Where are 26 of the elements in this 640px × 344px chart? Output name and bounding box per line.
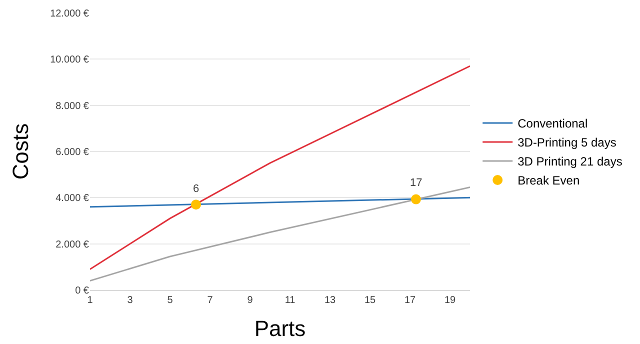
y-tick-label: 12.000 € <box>50 8 90 20</box>
y-tick-label: 8.000 € <box>56 100 90 112</box>
annotation: 17 <box>410 177 422 189</box>
x-tick-label: 3 <box>127 295 134 306</box>
y-tick-label: 0 € <box>75 286 90 296</box>
legend-label: 3D-Printing 5 days <box>518 136 616 150</box>
x-tick-label: 1 <box>87 295 94 306</box>
line-series <box>90 65 470 270</box>
y-axis-title: Costs <box>8 123 33 180</box>
x-tick-label: 9 <box>247 295 254 306</box>
x-tick-label: 11 <box>284 295 296 306</box>
x-tick-label: 13 <box>324 295 336 306</box>
x-tick-label: 17 <box>404 295 416 306</box>
legend-label: Break Even <box>518 174 580 188</box>
legend-label: Conventional <box>518 116 588 131</box>
x-tick-label: 5 <box>167 295 174 306</box>
x-tick-label: 15 <box>364 295 376 306</box>
x-tick-label: 19 <box>444 295 456 306</box>
y-tick-label: 6.000 € <box>56 147 90 158</box>
x-tick-label: 7 <box>207 295 214 306</box>
annotation: 6 <box>193 183 200 195</box>
x-axis-title: Parts <box>254 316 306 341</box>
y-tick-label: 2.000 € <box>56 239 90 250</box>
y-tick-label: 10.000 € <box>50 54 90 66</box>
legend-label: 3D Printing 21 days <box>518 154 622 169</box>
y-tick-label: 4.000 € <box>56 193 90 204</box>
